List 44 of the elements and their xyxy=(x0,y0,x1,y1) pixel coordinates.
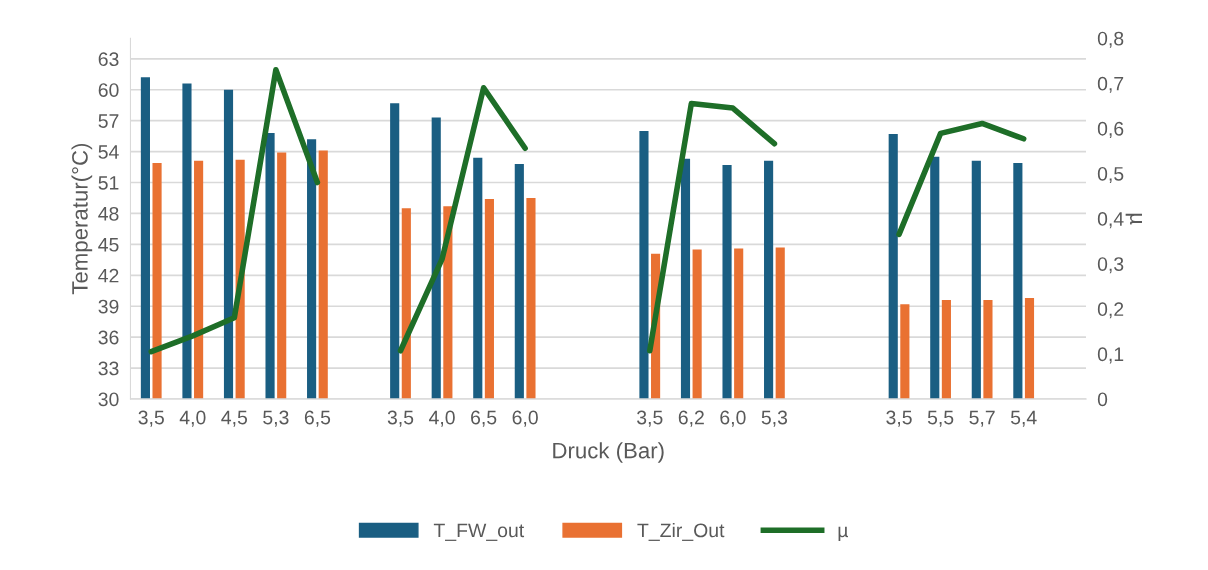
x-axis-title: Druck (Bar) xyxy=(553,442,664,463)
y-tick-label: 57 xyxy=(98,114,119,128)
y2-tick-label: 0,8 xyxy=(1097,31,1124,48)
y2-tick-label: 0,2 xyxy=(1097,302,1124,319)
y-axis-title: Temperatur(°C) xyxy=(71,143,93,295)
y2-tick-label: 0,1 xyxy=(1097,347,1124,364)
x-tick-label: 3,5 xyxy=(886,410,912,427)
x-tick-label: 4,0 xyxy=(179,410,206,427)
legend-label: T_Zir_Out xyxy=(637,522,725,541)
y-tick-label: 63 xyxy=(98,52,119,67)
x-tick-label: 4,5 xyxy=(221,410,248,427)
legend-label: T_FW_out xyxy=(433,523,525,541)
x-tick-label: 3,5 xyxy=(637,410,663,427)
y-tick-label: 60 xyxy=(98,83,119,97)
y-tick-label: 48 xyxy=(98,206,119,221)
x-tick-label: 4,0 xyxy=(428,410,455,427)
y-tick-label: 51 xyxy=(98,176,119,190)
x-tick-label: 5,7 xyxy=(969,410,995,427)
legend-label: µ xyxy=(838,526,849,542)
y-tick-label: 42 xyxy=(98,268,119,283)
x-tick-label: 3,5 xyxy=(387,410,414,427)
x-tick-label: 5,3 xyxy=(761,410,788,427)
y2-tick-label: 0,5 xyxy=(1097,166,1124,184)
x-tick-label: 6,0 xyxy=(512,410,538,427)
y2-tick-label: 0 xyxy=(1097,392,1108,407)
y-tick-label: 36 xyxy=(98,330,119,345)
x-tick-label: 6,5 xyxy=(471,410,497,427)
x-tick-label: 5,5 xyxy=(927,410,954,427)
x-tick-label: 6,5 xyxy=(304,410,331,427)
y-tick-label: 54 xyxy=(98,145,119,159)
x-tick-label: 3,5 xyxy=(138,410,164,427)
y-tick-label: 39 xyxy=(98,299,119,314)
y2-tick-label: 0,7 xyxy=(1097,76,1124,93)
y2-tick-label: 0,6 xyxy=(1097,121,1124,138)
y-tick-label: 30 xyxy=(98,392,119,407)
y-tick-label: 45 xyxy=(98,238,119,252)
x-tick-label: 5,4 xyxy=(1010,410,1037,427)
y2-axis-title: µ xyxy=(1125,213,1142,225)
x-tick-label: 6,0 xyxy=(720,410,746,427)
y2-tick-label: 0,3 xyxy=(1097,257,1124,274)
y-tick-label: 33 xyxy=(98,361,119,376)
y2-tick-label: 0,4 xyxy=(1097,212,1124,229)
x-tick-label: 6,2 xyxy=(678,410,704,427)
x-tick-label: 5,3 xyxy=(263,410,289,427)
